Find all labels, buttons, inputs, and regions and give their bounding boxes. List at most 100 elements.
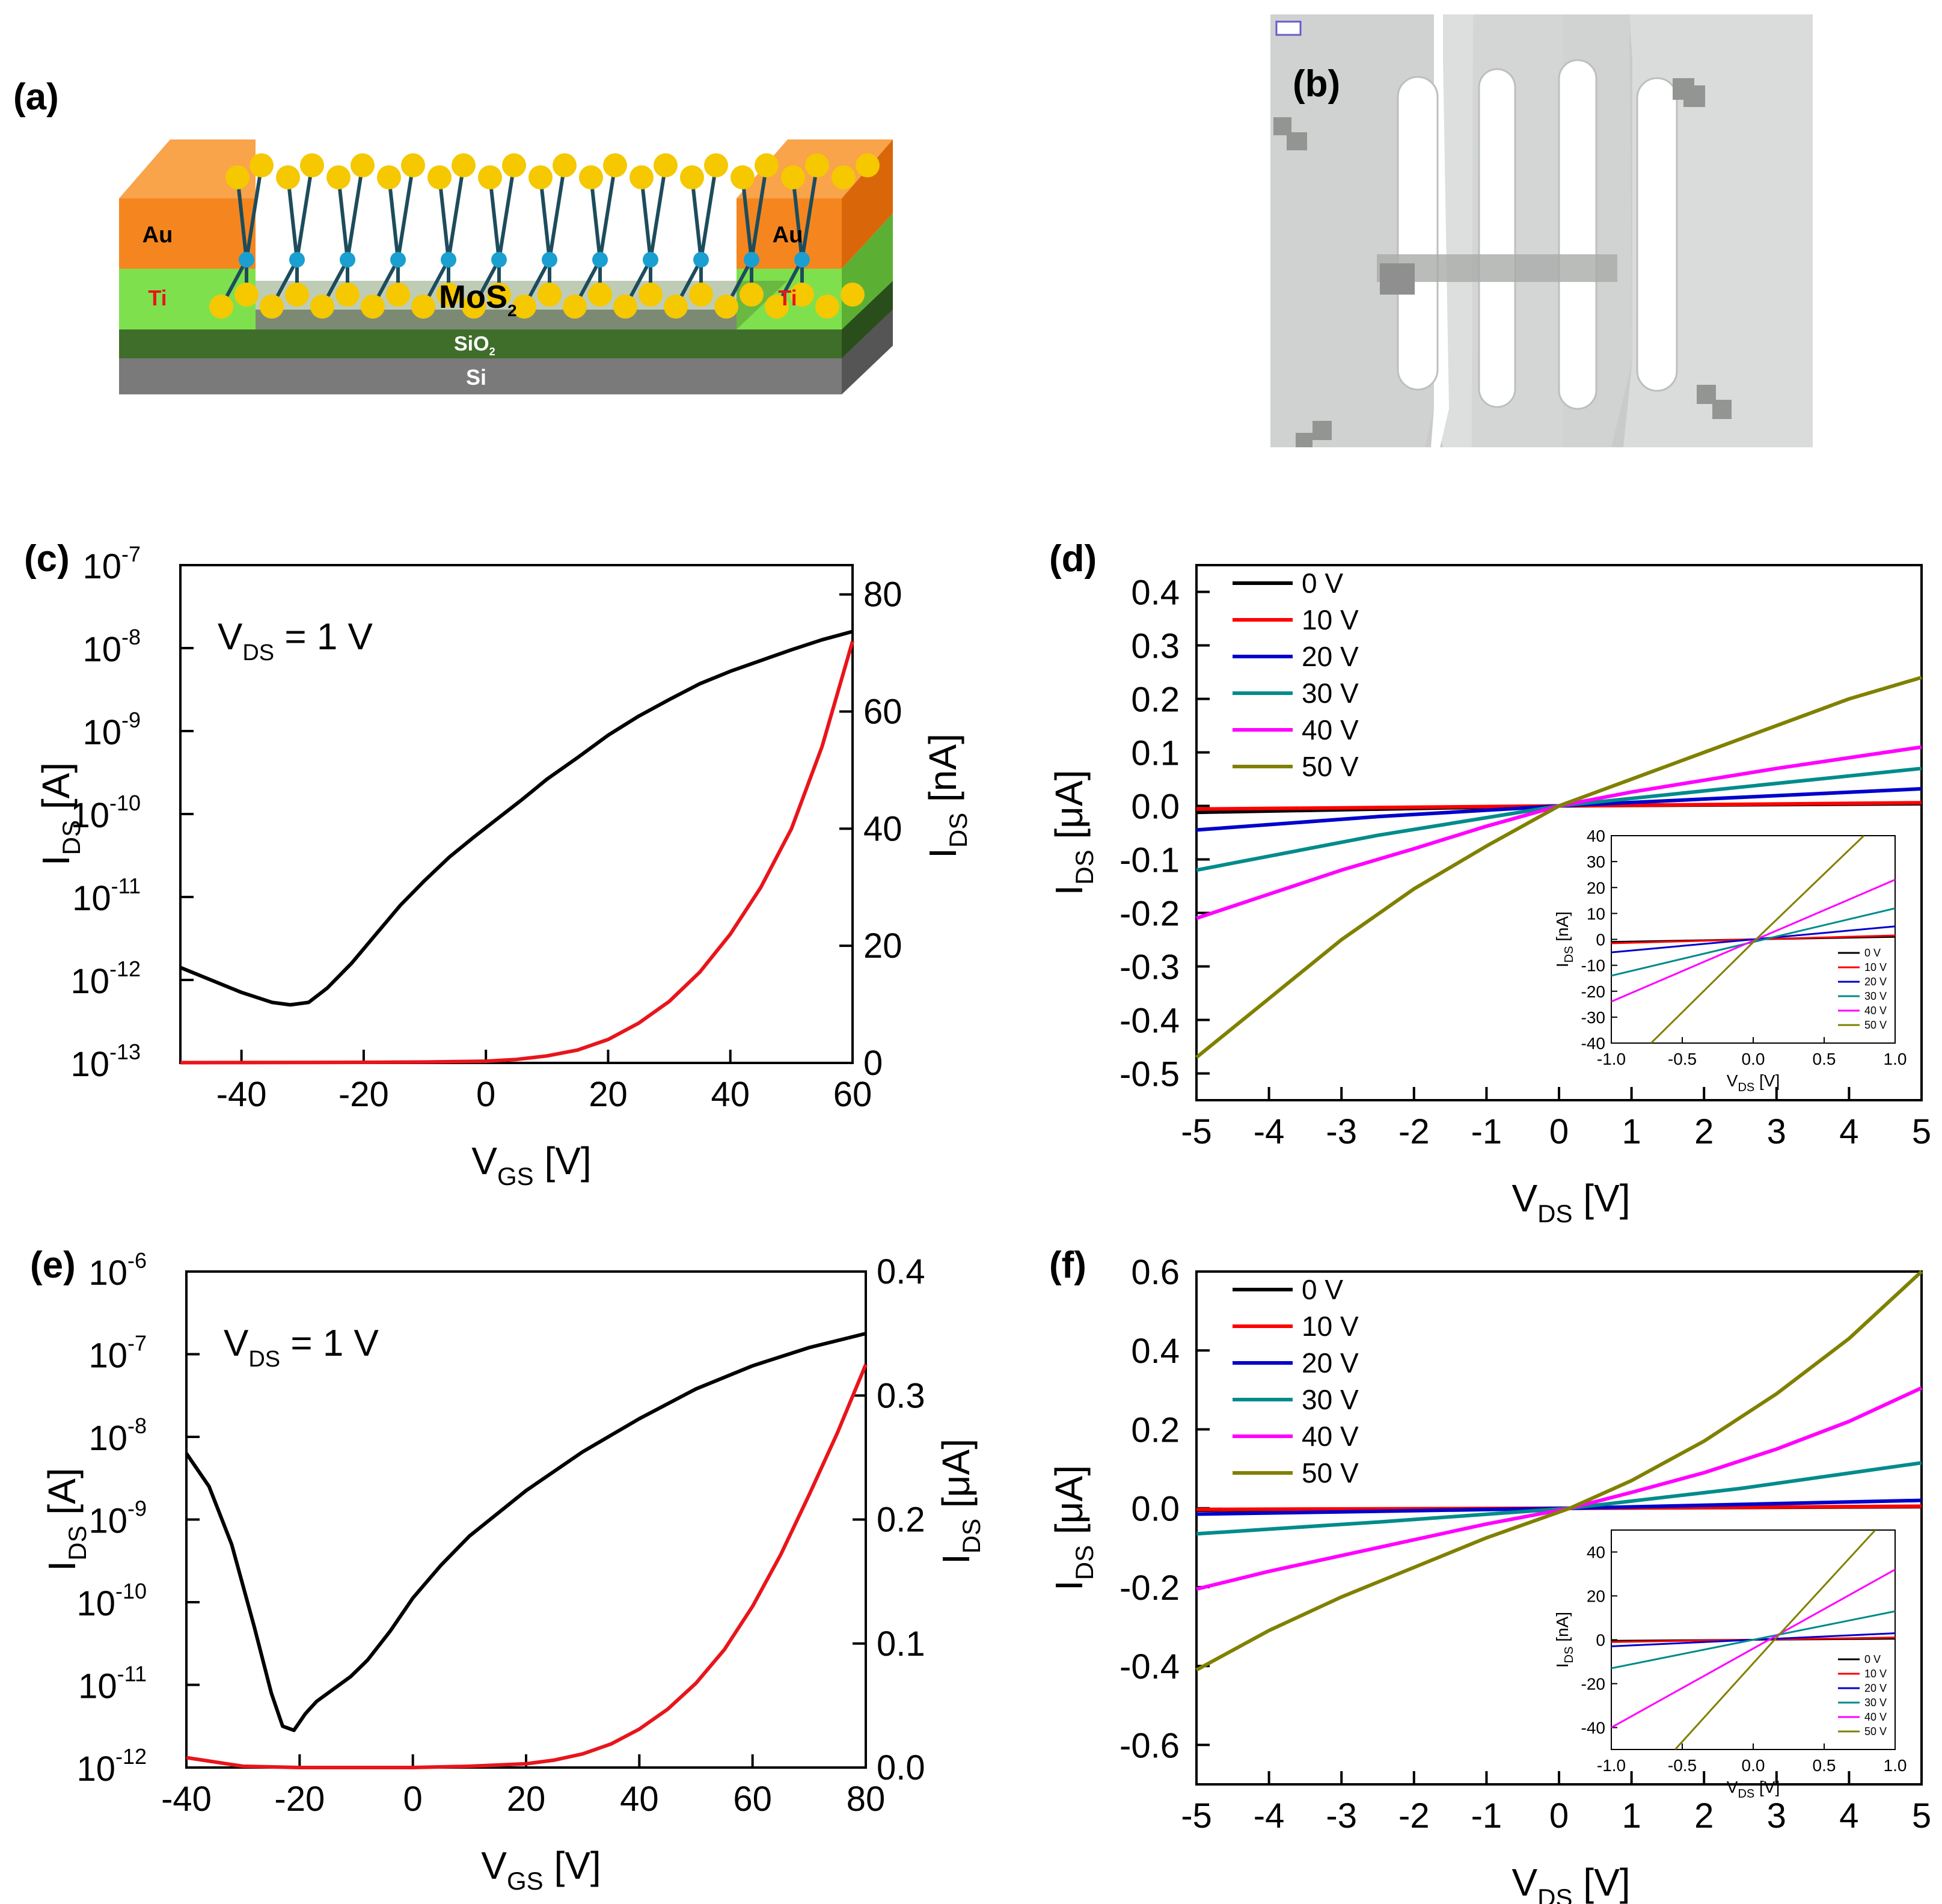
mo-atom: [441, 252, 456, 268]
x-tick-label: 60: [733, 1780, 772, 1819]
x-axis-label: VGS [V]: [471, 1139, 591, 1190]
y-left-axis-label: IDS [A]: [34, 762, 85, 866]
mos2-flake: [1377, 254, 1617, 282]
s-atom: [401, 153, 425, 177]
mos2-bond: [548, 165, 566, 260]
s-atom: [613, 295, 637, 319]
s-atom: [528, 165, 553, 189]
x-tick-label: -5: [1181, 1112, 1212, 1151]
inset-legend-label: 30 V: [1864, 990, 1887, 1002]
inset-x-tick-label: -1.0: [1597, 1756, 1626, 1775]
y-tick-label: 0.4: [1131, 574, 1180, 613]
mo-atom: [289, 252, 305, 268]
s-atom: [285, 283, 309, 307]
panel-label: (d): [1049, 538, 1097, 580]
legend-label: 10 V: [1302, 1311, 1359, 1342]
inset-x-tick-label: -1.0: [1597, 1050, 1626, 1068]
au-right-label: Au: [773, 222, 803, 248]
s-atom: [512, 295, 536, 319]
y-tick-label: 0.2: [1131, 1410, 1180, 1449]
inset: -1.0 -0.5 0.0 0.5 1.0 -40 -20 0 20 40 0 V 10 V 20 V 3…: [1553, 1529, 1907, 1801]
y-right-tick-label: 80: [863, 575, 902, 614]
mo-atom: [491, 252, 507, 268]
y-left-axis-label: IDS [A]: [40, 1468, 91, 1571]
mos2-bond: [791, 177, 804, 260]
inset-x-tick-label: 0.0: [1742, 1756, 1765, 1775]
mos2-bond: [690, 177, 703, 260]
legend-label: 30 V: [1302, 678, 1359, 709]
s-atom: [654, 153, 678, 177]
s-atom: [351, 153, 375, 177]
s-atom: [209, 295, 233, 319]
s-atom: [300, 153, 324, 177]
ti-left-label: Ti: [148, 286, 167, 310]
x-tick-label: 0: [1549, 1796, 1569, 1835]
inset-y-tick-label: 40: [1587, 827, 1605, 845]
chart-d: (d)-5 -4 -3 -2 -1 0 1 2 3 4 5-0.5-0.4-0.3-0.2-0.10…: [1047, 538, 1931, 1228]
mos2-bond: [236, 177, 248, 260]
s-atom: [664, 295, 688, 319]
chart-c: (c) -40 -20 0 20 40 60 10-13 10-12 10-11 10-10 10-9…: [24, 538, 972, 1190]
mo-atom: [340, 252, 355, 268]
series-line-log: [179, 629, 853, 1007]
y-tick-label: -0.2: [1120, 1569, 1180, 1608]
x-axis-label: VDS [V]: [1512, 1177, 1630, 1228]
s-atom: [553, 153, 577, 177]
finger-slot-3: [1558, 59, 1597, 410]
y-left-tick-label: 10-11: [72, 874, 141, 918]
si-label: Si: [466, 365, 486, 390]
y-left-tick-label: 10-7: [82, 542, 141, 586]
s-atom: [714, 295, 738, 319]
y-left-tick-label: 10-8: [88, 1413, 147, 1458]
s-atom: [326, 165, 351, 189]
mos2-bond: [488, 177, 501, 260]
inset-y-tick-label: -20: [1581, 982, 1605, 1001]
mos2-bond: [346, 165, 364, 260]
mos2-bond: [396, 165, 415, 260]
inset-y-axis-label: IDS [nA]: [1553, 911, 1576, 967]
y-tick-label: 0.1: [1131, 734, 1180, 773]
y-tick-label: -0.5: [1120, 1055, 1180, 1094]
chart-e: (e) -40 -20 0 20 40 60 80 10-12 10-11 10-10 10-9 10-…: [30, 1244, 985, 1895]
y-left-tick-label: 10-6: [88, 1248, 147, 1293]
s-atom: [603, 153, 627, 177]
x-axis-label: VDS [V]: [1512, 1861, 1630, 1904]
s-atom: [704, 153, 728, 177]
series-line-linear: [186, 1364, 868, 1769]
mos2-bond: [497, 165, 516, 260]
y-left-tick-label: 10-11: [78, 1662, 147, 1706]
s-atom: [377, 165, 401, 189]
x-tick-label: 2: [1694, 1796, 1714, 1835]
mos2-bond: [438, 177, 450, 260]
mos2-label: MoS2: [439, 279, 517, 320]
au-right-side: [842, 139, 893, 269]
inset-series-line: [1611, 1569, 1895, 1728]
inset-y-tick-label: 20: [1587, 1587, 1605, 1606]
s-atom: [452, 153, 476, 177]
finger-slot-1: [1397, 76, 1439, 391]
si-layer: [119, 358, 842, 394]
y-tick-label: -0.4: [1120, 1002, 1180, 1041]
x-tick-label: -40: [161, 1780, 212, 1819]
inset-y-tick-label: 40: [1587, 1543, 1605, 1562]
mos2-bond: [649, 165, 667, 260]
inset-legend-label: 40 V: [1864, 1711, 1887, 1723]
y-tick-label: 0.2: [1131, 681, 1180, 720]
x-tick-label: 3: [1767, 1112, 1786, 1151]
inset-x-tick-label: 1.0: [1884, 1050, 1907, 1068]
s-atom: [755, 153, 779, 177]
inset-legend-label: 20 V: [1864, 1682, 1887, 1694]
x-tick-label: -4: [1254, 1796, 1285, 1835]
si-layer-side: [842, 310, 893, 394]
x-tick-label: 80: [847, 1780, 886, 1819]
y-tick-label: 0.0: [1131, 1490, 1180, 1529]
x-tick-label: -1: [1471, 1112, 1502, 1151]
inset-y-tick-label: -40: [1581, 1719, 1605, 1737]
mos2-bond: [387, 177, 400, 260]
y-tick-label: 0.4: [1131, 1332, 1180, 1371]
s-atom: [731, 165, 755, 189]
legend-label: 50 V: [1302, 751, 1359, 782]
annotation-vds: VDS = 1 V: [224, 1323, 379, 1372]
x-tick-label: -5: [1181, 1796, 1212, 1835]
x-tick-label: -20: [274, 1780, 325, 1819]
